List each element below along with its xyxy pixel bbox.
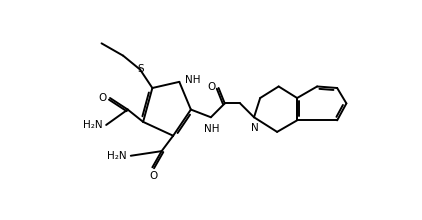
Text: NH: NH [204,124,219,134]
Text: H₂N: H₂N [83,120,102,130]
Text: O: O [150,171,158,181]
Text: O: O [207,82,216,92]
Text: S: S [138,64,144,74]
Text: O: O [98,93,106,103]
Text: N: N [251,123,259,133]
Text: NH: NH [186,75,201,85]
Text: H₂N: H₂N [107,151,127,161]
